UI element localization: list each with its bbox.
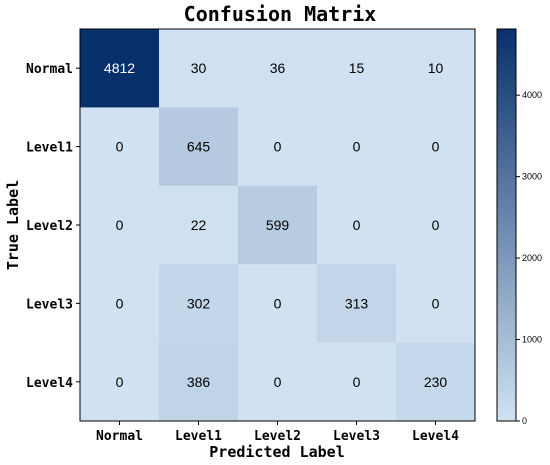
cell-value-label: 645: [187, 139, 211, 155]
heatmap-cells: 4812 30 36 15 10 0 645 0 0 0 0 22 599 0 0 0 302 0 313 0 0 386…: [80, 29, 476, 422]
cell-value-label: 0: [353, 217, 361, 233]
cell-value-label: 22: [191, 217, 207, 233]
heatmap-cell: [317, 29, 397, 108]
colorbar-tick-label: 0: [522, 416, 527, 426]
colorbar-tick-label: 2000: [522, 253, 542, 263]
heatmap-cell: [238, 107, 318, 187]
heatmap-cell: [238, 264, 318, 344]
heatmap-cell: [238, 29, 318, 108]
y-tick-label: Level1: [26, 141, 73, 156]
y-tick-label: Level4: [26, 376, 73, 391]
heatmap-cell: [317, 107, 397, 187]
cell-value-label: 15: [349, 60, 365, 76]
heatmap-cell: [159, 29, 239, 108]
cell-value-label: 10: [428, 60, 444, 76]
y-axis-label: True Label: [4, 180, 22, 270]
cell-value-label: 0: [432, 139, 440, 155]
cell-value-label: 0: [432, 295, 440, 311]
heatmap-cell: [396, 185, 476, 265]
heatmap-cell: [317, 342, 397, 422]
heatmap-cell: [317, 264, 397, 344]
cell-value-label: 0: [274, 295, 282, 311]
cell-value-label: 36: [270, 60, 286, 76]
cell-value-label: 0: [116, 217, 124, 233]
x-tick-label: Level1: [175, 429, 222, 444]
heatmap-cell: [159, 185, 239, 265]
heatmap-cell: [396, 107, 476, 187]
colorbar-ticks: 0 1000 2000 3000 4000: [516, 90, 542, 426]
colorbar-tick-label: 3000: [522, 172, 542, 182]
x-tick-labels: Normal Level1 Level2 Level3 Level4: [96, 421, 459, 444]
cell-value-label: 0: [353, 139, 361, 155]
heatmap-cell: [80, 107, 160, 187]
heatmap-cell: [238, 185, 318, 265]
cell-value-label: 599: [266, 217, 290, 233]
cell-value-label: 0: [274, 374, 282, 390]
cell-value-label: 302: [187, 295, 211, 311]
chart-title: Confusion Matrix: [184, 2, 377, 26]
x-tick-label: Level2: [254, 429, 301, 444]
cell-value-label: 0: [116, 139, 124, 155]
cell-value-label: 30: [191, 60, 207, 76]
cell-value-label: 0: [432, 217, 440, 233]
x-tick-label: Level4: [412, 429, 459, 444]
cell-value-label: 0: [353, 374, 361, 390]
x-tick-label: Level3: [333, 429, 380, 444]
heatmap-cell: [238, 342, 318, 422]
heatmap-cell: [80, 29, 160, 108]
cell-value-label: 313: [345, 295, 369, 311]
cell-value-label: 4812: [104, 60, 135, 76]
cell-value-label: 0: [274, 139, 282, 155]
heatmap-cell: [317, 185, 397, 265]
heatmap-cell: [396, 342, 476, 422]
y-tick-label: Level3: [26, 297, 73, 312]
heatmap-cell: [159, 342, 239, 422]
heatmap-cell: [396, 29, 476, 108]
heatmap-cell: [396, 264, 476, 344]
y-tick-labels: Normal Level1 Level2 Level3 Level4: [26, 62, 80, 391]
heatmap-cell: [80, 185, 160, 265]
heatmap-cell: [80, 342, 160, 422]
colorbar-tick-label: 4000: [522, 90, 542, 100]
y-tick-label: Level2: [26, 219, 73, 234]
heatmap-cell: [159, 107, 239, 187]
cell-value-label: 0: [116, 295, 124, 311]
colorbar-tick-label: 1000: [522, 335, 542, 345]
colorbar: [496, 28, 517, 422]
cell-value-label: 230: [424, 374, 448, 390]
cell-value-label: 0: [116, 374, 124, 390]
x-axis-label: Predicted Label: [209, 443, 344, 461]
x-tick-label: Normal: [96, 429, 143, 444]
heatmap-cell: [159, 264, 239, 344]
heatmap-cell: [80, 264, 160, 344]
y-tick-label: Normal: [26, 62, 73, 77]
cell-value-label: 386: [187, 374, 211, 390]
